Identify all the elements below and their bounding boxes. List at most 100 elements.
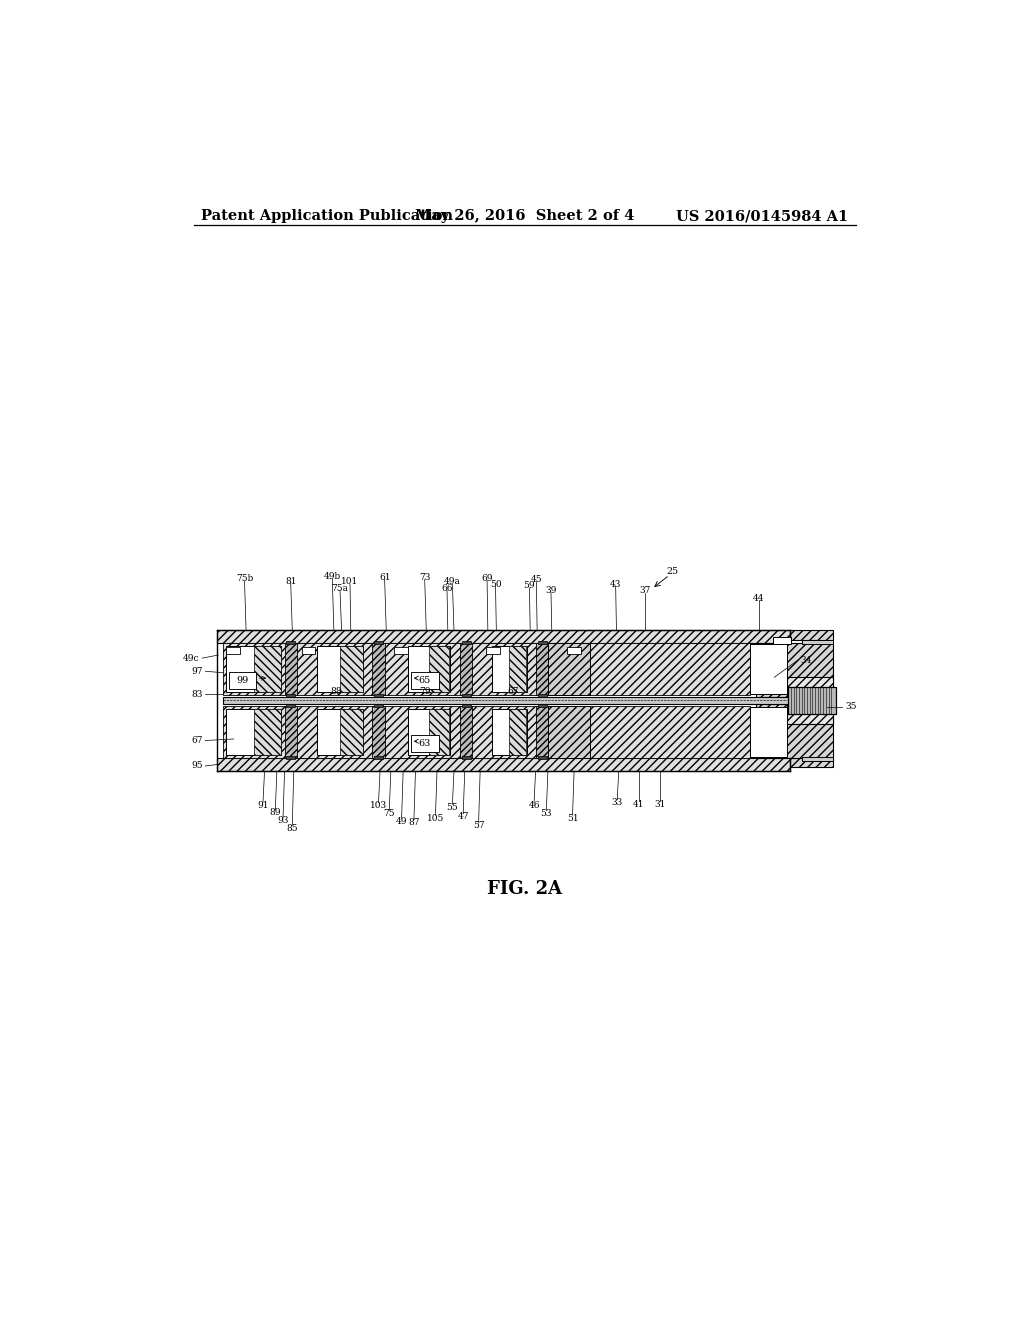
Text: FIG. 2A: FIG. 2A [487,880,562,898]
Text: 25: 25 [667,566,679,576]
Text: Patent Application Publication: Patent Application Publication [202,209,454,223]
Text: 49a: 49a [444,577,461,586]
Text: 51: 51 [566,814,579,822]
Bar [373,643,385,696]
Bar [223,643,750,696]
Bar [374,642,383,644]
Bar [538,756,547,759]
Bar [226,647,240,653]
Bar [285,643,297,696]
Bar [567,647,581,653]
Bar [786,677,833,723]
Bar [750,708,786,756]
Bar [316,709,364,755]
Text: 99: 99 [237,676,249,685]
Bar [374,693,383,697]
Bar [756,643,833,697]
Text: 34: 34 [801,656,812,665]
Bar [286,704,295,708]
Bar [548,706,590,758]
Bar [493,709,527,755]
Bar [226,709,282,755]
Bar [773,636,792,644]
Text: 41: 41 [633,800,644,809]
Bar [229,672,256,689]
Text: May 26, 2016  Sheet 2 of 4: May 26, 2016 Sheet 2 of 4 [415,209,635,223]
Bar [286,642,295,644]
Text: 75a: 75a [332,583,348,593]
Bar [286,756,295,759]
Bar [460,706,472,758]
Text: 57: 57 [473,821,484,830]
Text: 97: 97 [191,667,203,676]
Bar [373,706,385,758]
Bar [538,704,547,708]
Bar [462,642,471,644]
Text: 91: 91 [257,801,268,809]
Text: 44: 44 [753,594,765,602]
Bar [788,686,836,714]
Text: 67: 67 [508,686,519,696]
Text: 49b: 49b [324,572,341,581]
Text: 35: 35 [845,702,857,711]
Bar [374,756,383,759]
Text: 55: 55 [446,803,459,812]
Text: 49c: 49c [183,653,200,663]
Text: 73: 73 [419,573,430,582]
Bar [411,735,438,752]
Text: 39: 39 [546,586,557,595]
Text: 89: 89 [269,808,281,817]
Bar [537,643,549,696]
Bar [493,645,527,692]
Text: 66: 66 [441,583,453,593]
Bar [394,647,408,653]
Bar [226,645,282,692]
Text: 50: 50 [489,579,502,589]
Text: 43: 43 [610,579,622,589]
Text: 37: 37 [639,586,650,595]
Bar [802,756,833,762]
Text: 33: 33 [611,799,623,808]
Text: 63: 63 [419,739,431,748]
Bar [408,645,451,692]
Text: 69: 69 [481,574,493,582]
Bar [802,640,833,644]
Text: 105: 105 [427,814,444,822]
Text: 47: 47 [458,812,469,821]
Text: 31: 31 [654,800,666,809]
Bar [538,642,547,644]
Bar [509,709,526,755]
Text: 93: 93 [278,816,289,825]
Text: 61: 61 [379,573,390,582]
Bar [509,645,526,692]
Bar [374,704,383,708]
Bar [217,631,791,643]
Text: 49: 49 [396,817,408,826]
Text: 75: 75 [383,809,395,818]
Bar [254,645,282,692]
Bar [537,706,549,758]
Bar [340,645,364,692]
Bar [538,693,547,697]
Text: 88: 88 [331,686,342,696]
Text: 53: 53 [541,809,552,818]
Bar [340,709,364,755]
Text: 87: 87 [409,818,420,828]
Bar [286,693,295,697]
Bar [791,631,833,640]
Text: 67: 67 [191,737,203,744]
Text: 79: 79 [419,686,430,696]
Bar [548,643,590,696]
Text: 83: 83 [191,690,203,698]
Bar [462,693,471,697]
Bar [223,697,793,705]
Text: 103: 103 [370,801,387,810]
Bar [223,706,750,758]
Text: 46: 46 [528,801,540,810]
Bar [301,647,315,653]
Bar [408,709,451,755]
Bar [486,647,500,653]
Bar [429,645,450,692]
Bar [462,704,471,708]
Bar [756,705,833,758]
